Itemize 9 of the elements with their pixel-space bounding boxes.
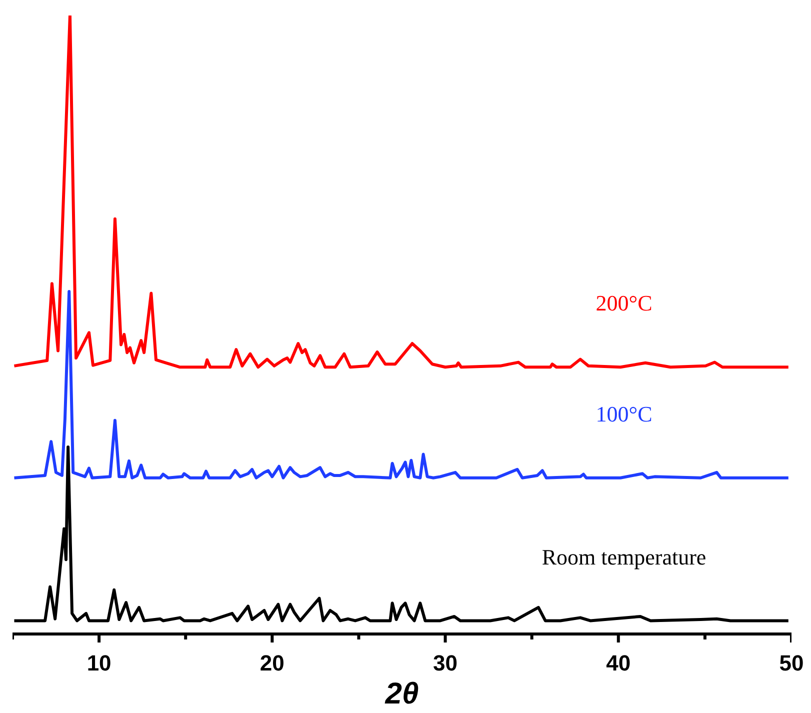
x-tick-label: 50 [779,650,804,676]
x-axis-title: 2θ [384,678,419,710]
x-tick-label: 30 [433,650,458,676]
series-label: Room temperature [542,544,706,570]
x-tick-label: 20 [260,650,284,676]
x-tick-label: 40 [606,650,631,676]
text: 200°C [596,290,652,316]
text: 100°C [596,401,652,426]
x-tick-label: 10 [86,650,112,676]
